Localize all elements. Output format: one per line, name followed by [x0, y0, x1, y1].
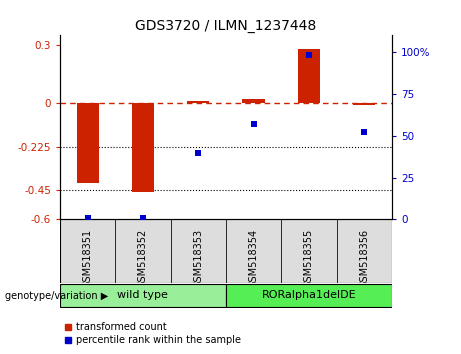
Bar [281, 219, 337, 283]
Text: GSM518355: GSM518355 [304, 229, 314, 288]
Text: GSM518356: GSM518356 [359, 229, 369, 288]
Text: RORalpha1delDE: RORalpha1delDE [261, 290, 356, 300]
Bar [132, 103, 154, 192]
Text: genotype/variation ▶: genotype/variation ▶ [5, 291, 108, 301]
Bar [77, 103, 99, 183]
Bar [337, 219, 392, 283]
Text: GSM518352: GSM518352 [138, 229, 148, 288]
Bar [226, 219, 281, 283]
Bar [60, 285, 226, 307]
Text: wild type: wild type [118, 290, 168, 300]
Bar [353, 103, 375, 105]
Text: GSM518353: GSM518353 [193, 229, 203, 288]
Bar [298, 49, 320, 103]
Bar [226, 285, 392, 307]
Bar [171, 219, 226, 283]
Text: GSM518351: GSM518351 [83, 229, 93, 288]
Bar [115, 219, 171, 283]
Bar [242, 99, 265, 103]
Title: GDS3720 / ILMN_1237448: GDS3720 / ILMN_1237448 [135, 19, 317, 33]
Legend: transformed count, percentile rank within the sample: transformed count, percentile rank withi… [60, 319, 245, 349]
Bar [187, 101, 209, 103]
Text: GSM518354: GSM518354 [248, 229, 259, 288]
Bar [60, 219, 115, 283]
